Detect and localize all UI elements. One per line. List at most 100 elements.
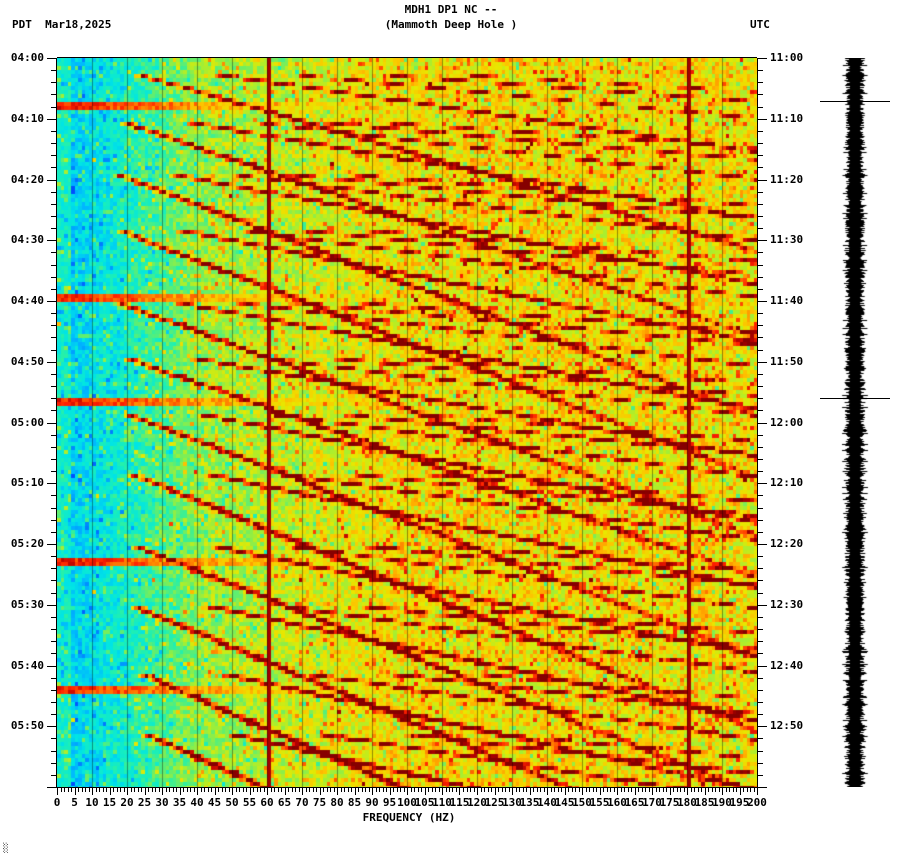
y-axis-right-minor-tick	[757, 738, 763, 739]
x-axis-minor-tick	[274, 788, 275, 792]
x-axis-minor-tick	[166, 788, 167, 792]
x-axis-minor-tick	[435, 788, 436, 792]
y-axis-right-major-tick	[757, 240, 767, 241]
x-axis-tick-label: 195	[729, 796, 750, 809]
spectrogram-plot[interactable]	[57, 58, 757, 787]
y-axis-right-minor-tick	[757, 386, 763, 387]
x-axis-minor-tick	[113, 788, 114, 792]
x-axis-major-tick	[705, 788, 706, 795]
y-axis-right-minor-tick	[757, 435, 763, 436]
x-axis-major-tick	[302, 788, 303, 795]
x-axis-minor-tick	[474, 788, 475, 792]
x-axis-minor-tick	[229, 788, 230, 792]
x-axis-minor-tick	[754, 788, 755, 792]
x-axis-minor-tick	[82, 788, 83, 792]
y-axis-right-major-tick	[757, 726, 767, 727]
x-axis-minor-tick	[414, 788, 415, 792]
y-axis-left-minor-tick	[51, 265, 57, 266]
spectrogram-canvas[interactable]	[57, 58, 757, 787]
x-axis-minor-tick	[117, 788, 118, 792]
y-axis-right-minor-tick	[757, 617, 763, 618]
y-axis-right-major-tick	[757, 666, 767, 667]
x-axis-tick-label: 170	[642, 796, 662, 809]
x-axis-tick-label: 65	[277, 796, 292, 809]
y-axis-left-minor-tick	[51, 508, 57, 509]
x-axis-tick-label: 185	[694, 796, 715, 809]
x-axis-minor-tick	[505, 788, 506, 792]
y-axis-left-minor-tick	[51, 398, 57, 399]
y-axis-right-tick-label: 12:10	[770, 476, 804, 490]
y-axis-right-minor-tick	[757, 593, 763, 594]
y-axis-left-minor-tick	[51, 337, 57, 338]
x-axis-minor-tick	[131, 788, 132, 792]
y-axis-left-major-tick	[47, 483, 57, 484]
x-axis-minor-tick	[677, 788, 678, 792]
x-axis-minor-tick	[470, 788, 471, 792]
x-axis-minor-tick	[418, 788, 419, 792]
y-axis-right-minor-tick	[757, 508, 763, 509]
x-axis-minor-tick	[673, 788, 674, 792]
x-axis-minor-tick	[358, 788, 359, 792]
plot-left-border	[56, 58, 57, 787]
x-axis-major-tick	[320, 788, 321, 795]
y-axis-left-minor-tick	[51, 289, 57, 290]
x-axis-tick-label: 140	[537, 796, 557, 809]
y-axis-right-minor-tick	[757, 167, 763, 168]
x-axis-minor-tick	[134, 788, 135, 792]
y-axis-right-minor-tick	[757, 265, 763, 266]
y-axis-left-tick-label: 04:40	[10, 294, 44, 307]
x-axis-major-tick	[92, 788, 93, 795]
x-axis-tick-label: 145	[554, 796, 575, 809]
x-axis-tick-label: 130	[502, 796, 522, 809]
y-axis-right-minor-tick	[757, 459, 763, 460]
x-axis-tick-label: 70	[295, 796, 309, 809]
x-axis-minor-tick	[400, 788, 401, 792]
x-axis-minor-tick	[554, 788, 555, 792]
x-axis-minor-tick	[579, 788, 580, 792]
x-axis-minor-tick	[393, 788, 394, 792]
seismogram-strip[interactable]	[836, 58, 874, 787]
x-axis-tick-label: 5	[71, 796, 78, 809]
x-axis-minor-tick	[124, 788, 125, 792]
y-axis-left-major-tick	[47, 787, 57, 788]
x-axis-minor-tick	[456, 788, 457, 792]
utc-timezone-label: UTC	[750, 18, 770, 31]
y-axis-right-minor-tick	[757, 653, 763, 654]
x-axis-minor-tick	[645, 788, 646, 792]
x-axis-minor-tick	[183, 788, 184, 792]
x-axis-tick-label: 190	[712, 796, 732, 809]
x-axis-minor-tick	[694, 788, 695, 792]
x-axis-major-tick	[442, 788, 443, 795]
y-axis-right-minor-tick	[757, 580, 763, 581]
y-axis-right-minor-tick	[757, 192, 763, 193]
y-axis-left-minor-tick	[51, 131, 57, 132]
x-axis-minor-tick	[292, 788, 293, 792]
y-axis-left-minor-tick	[51, 447, 57, 448]
y-axis-right-major-tick	[757, 362, 767, 363]
x-axis-minor-tick	[239, 788, 240, 792]
x-axis-tick-label: 120	[467, 796, 487, 809]
y-axis-right-minor-tick	[757, 94, 763, 95]
y-axis-left-tick-label: 05:10	[10, 476, 44, 490]
y-axis-left-minor-tick	[51, 216, 57, 217]
y-axis-left-minor-tick	[51, 714, 57, 715]
x-axis-minor-tick	[638, 788, 639, 792]
x-axis-major-tick	[407, 788, 408, 795]
plot-right-border	[757, 58, 758, 787]
x-axis-minor-tick	[502, 788, 503, 792]
y-axis-right-minor-tick	[757, 471, 763, 472]
y-axis-right-tick-label: 11:10	[770, 111, 804, 125]
y-axis-left-major-tick	[47, 240, 57, 241]
x-axis-major-tick	[285, 788, 286, 795]
x-axis-tick-label: 175	[659, 796, 680, 809]
y-axis-right-minor-tick	[757, 374, 763, 375]
x-axis-minor-tick	[481, 788, 482, 792]
y-axis-left-minor-tick	[51, 568, 57, 569]
x-axis-minor-tick	[68, 788, 69, 792]
y-axis-left-major-tick	[47, 180, 57, 181]
plot-bottom-border	[57, 787, 757, 788]
x-axis-major-tick	[565, 788, 566, 795]
x-axis-minor-tick	[516, 788, 517, 792]
seismogram-canvas[interactable]	[836, 58, 874, 787]
y-axis-right-major-tick	[757, 483, 767, 484]
